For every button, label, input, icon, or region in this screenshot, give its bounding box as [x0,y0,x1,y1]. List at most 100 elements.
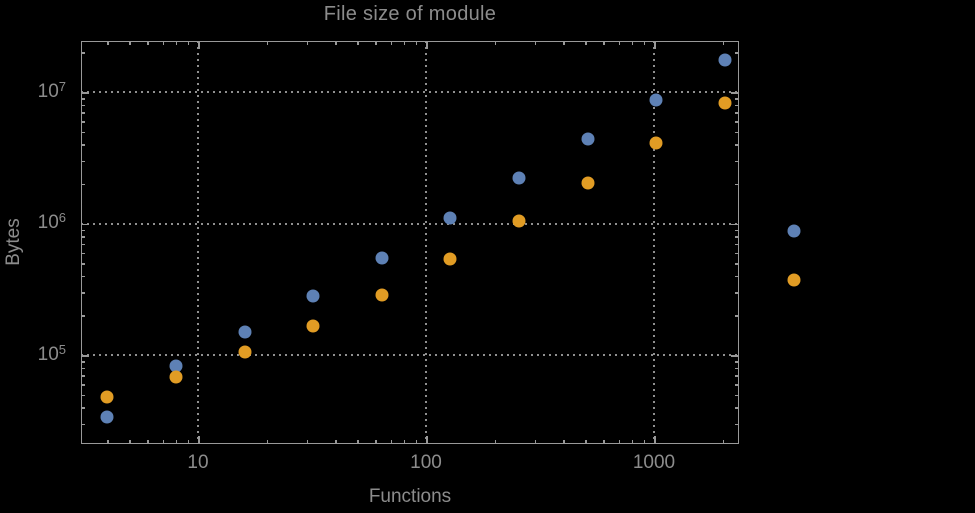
y-axis-tick-mark [735,407,739,409]
x-axis-tick-mark [147,41,149,45]
x-axis-tick-mark [306,440,309,444]
y-axis-tick-mark [735,361,739,363]
x-axis-tick-mark [494,41,497,45]
y-axis-tick-mark [735,121,739,123]
x-axis-tick-mark [654,41,656,49]
data-point-blue-series [443,211,457,225]
y-axis-tick-mark [81,52,85,54]
gridline-vertical [197,41,199,444]
data-point-orange-series [581,176,595,189]
x-axis-tick-mark [357,440,359,444]
data-point-blue-series [512,171,526,185]
y-axis-tick-mark [81,361,85,363]
plot-frame [81,41,739,444]
data-point-blue-series [787,224,801,238]
x-axis-tick-mark [198,436,200,444]
data-point-orange-series [100,390,114,404]
data-point-blue-series [375,251,389,265]
y-axis-tick-mark [81,384,85,386]
x-axis-tick-mark [162,440,165,444]
y-axis-tick-mark [81,121,85,123]
x-axis-tick-mark [415,440,418,444]
x-axis-tick-mark [618,440,621,444]
data-point-orange-series [443,252,457,266]
y-axis-tick-mark [81,292,85,294]
x-axis-tick-mark [175,440,178,444]
y-axis-tick-mark [735,236,739,238]
y-axis-tick-mark [81,236,85,238]
y-axis-tick-mark [81,275,85,278]
y-axis-tick-mark [81,252,85,255]
x-axis-tick-mark [722,41,725,45]
gridline-horizontal [81,91,739,93]
y-axis-tick-mark [81,423,85,426]
x-axis-tick-mark [266,41,269,45]
data-point-blue-series [169,359,183,373]
y-axis-tick-mark [81,355,89,357]
data-point-orange-series [512,214,526,228]
data-point-blue-series [238,325,252,339]
y-axis-tick-mark [81,243,85,246]
data-point-blue-series [581,132,595,146]
y-axis-tick-mark [81,375,85,377]
x-axis-tick-mark [335,41,337,45]
x-axis-tick-mark [390,440,393,444]
x-axis-tick-mark [162,41,165,45]
y-axis-tick-mark [81,144,85,146]
y-axis-tick-mark [735,183,739,186]
y-axis-tick-mark [81,407,85,409]
gridline-horizontal [81,222,739,225]
x-axis-tick-mark [618,41,621,45]
x-axis-tick-mark [563,41,565,45]
y-axis-tick-mark [735,375,739,377]
x-axis-tick-mark [357,41,359,45]
y-axis-title: Bytes [3,218,24,266]
x-axis-tick-mark [390,41,393,45]
gridline-vertical [425,41,427,444]
y-tick-label-1e7: 107 [37,79,66,102]
x-axis-tick-mark [129,41,131,45]
x-axis-tick-mark [643,440,646,444]
data-point-orange-series [787,273,801,287]
y-tick-label-1e5: 105 [37,342,66,365]
gridline-vertical [653,41,655,444]
y-axis-tick-mark [735,243,739,246]
data-point-orange-series [238,345,252,359]
data-point-blue-series [649,93,663,107]
x-axis-tick-mark [415,41,418,45]
data-point-blue-series [306,289,320,303]
x-axis-tick-mark [631,41,634,45]
y-axis-tick-mark [81,98,85,100]
y-axis-tick-mark [81,92,89,94]
y-axis-tick-mark [735,394,739,397]
y-axis-tick-mark [81,315,85,317]
x-axis-tick-mark [631,440,634,444]
y-axis-tick-mark [81,223,89,225]
y-axis-tick-mark [81,183,85,186]
data-point-orange-series [306,319,320,333]
x-axis-tick-mark [603,41,605,45]
data-point-orange-series [718,96,732,110]
y-axis-tick-mark [731,92,739,94]
x-axis-tick-mark [426,41,428,49]
x-axis-tick-mark [266,440,269,444]
x-axis-tick-mark [654,436,656,444]
x-axis-tick-mark [175,41,178,45]
x-axis-tick-mark [585,440,587,444]
y-axis-tick-mark [81,112,85,114]
y-axis-tick-mark [81,367,85,370]
x-axis-tick-mark [107,41,109,45]
x-axis-tick-mark [643,41,646,45]
x-axis-tick-mark [187,440,190,444]
data-point-orange-series [169,370,183,384]
y-axis-tick-mark [735,52,739,54]
x-axis-tick-mark [335,440,337,444]
y-tick-label-1e6: 106 [37,210,66,233]
x-axis-tick-mark [107,440,109,444]
y-axis-tick-mark [735,160,739,163]
y-axis-tick-mark [735,229,739,232]
x-axis-tick-mark [129,440,131,444]
y-axis-tick-mark [735,367,739,370]
y-axis-tick-mark [81,263,85,265]
